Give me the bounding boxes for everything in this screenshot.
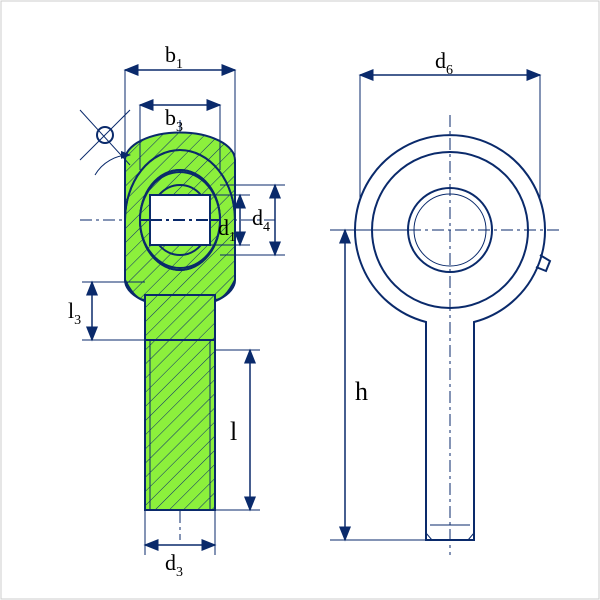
label-h: h [355,377,368,406]
left-view: b1 b3 d1 d4 l3 l d3 [68,42,285,580]
svg-text:d3: d3 [165,550,183,580]
svg-text:d4: d4 [252,205,270,235]
right-view: d6 h [330,48,560,555]
canvas-border [1,1,599,599]
label-b3: b [165,105,176,130]
label-d3: d [165,550,176,575]
diagram-canvas: b1 b3 d1 d4 l3 l d3 [0,0,600,600]
svg-text:b3: b3 [165,105,183,135]
label-d6: d [435,48,446,73]
label-b1: b [165,42,176,67]
label-d1: d [218,215,229,240]
label-l: l [230,417,237,446]
svg-text:b1: b1 [165,42,183,72]
label-d4: d [252,205,263,230]
svg-text:d6: d6 [435,48,453,78]
svg-text:l3: l3 [68,298,81,328]
